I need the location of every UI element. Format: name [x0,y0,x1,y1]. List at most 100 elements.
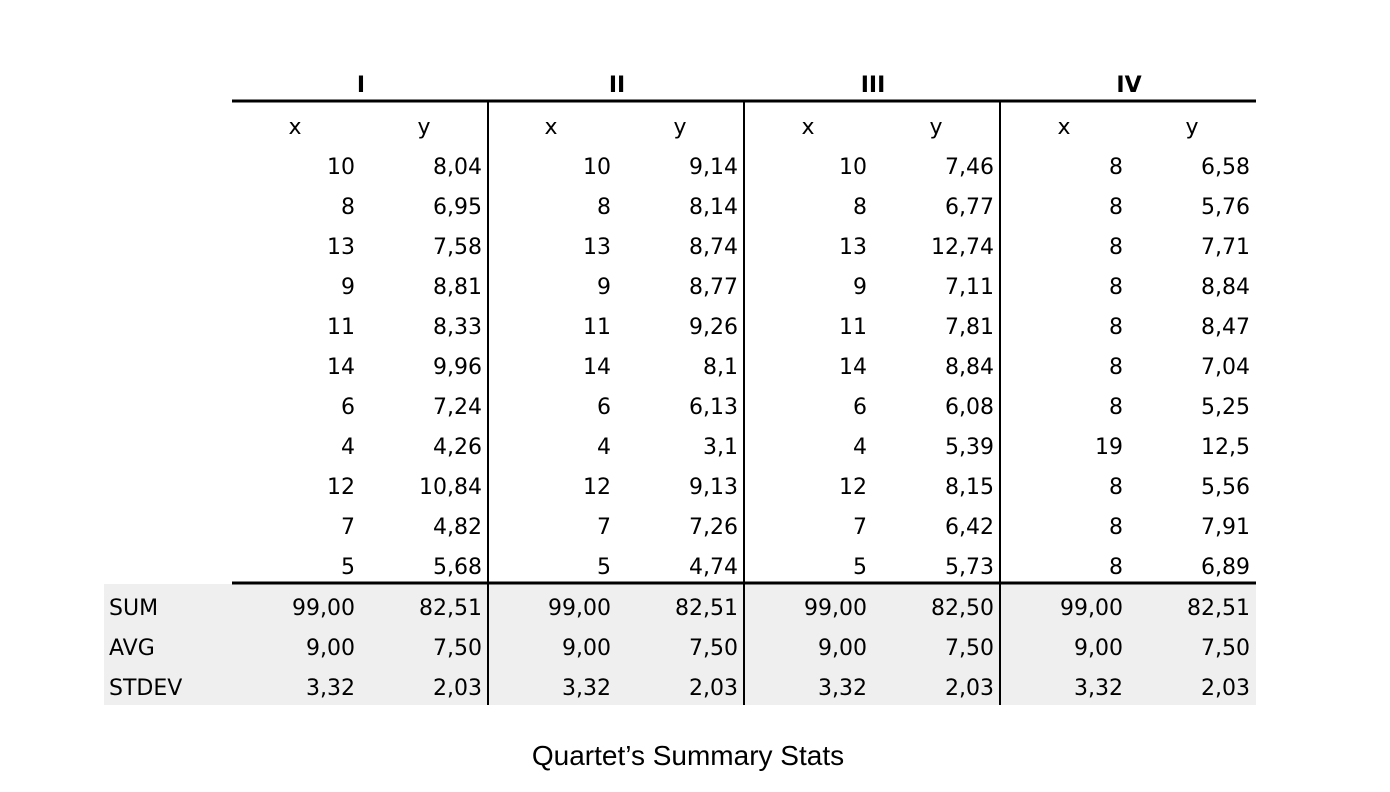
group-header: I [357,73,365,98]
cell-y: 6,95 [433,195,482,220]
cell-y: 7,46 [945,155,994,180]
stat-x: 99,00 [1060,596,1123,621]
cell-y: 6,77 [945,195,994,220]
cell-x: 14 [327,355,355,380]
cell-y: 6,89 [1201,555,1250,580]
table-row: 7 4,82 7 7,26 7 6,42 8 7,91 [341,515,1250,540]
stat-x: 99,00 [292,596,355,621]
stat-y: 82,51 [1187,596,1250,621]
stat-x: 9,00 [562,636,611,661]
table-row: 11 8,33 11 9,26 11 7,81 8 8,47 [327,315,1250,340]
table-row: 6 7,24 6 6,13 6 6,08 8 5,25 [341,395,1250,420]
cell-x: 8 [1109,155,1123,180]
cell-y: 6,08 [945,395,994,420]
cell-x: 4 [853,435,867,460]
group-header: IV [1116,73,1141,98]
cell-y: 10,84 [419,475,482,500]
cell-x: 8 [1109,315,1123,340]
stats-row: STDEV 3,32 2,03 3,32 2,03 3,32 2,03 3,32 2,03 [109,676,1250,701]
stat-x: 3,32 [562,676,611,701]
cell-y: 8,14 [689,195,738,220]
subheader-y: y [417,115,430,140]
cell-x: 8 [597,195,611,220]
stats-label: SUM [109,596,158,621]
cell-x: 8 [341,195,355,220]
cell-x: 14 [839,355,867,380]
cell-x: 6 [597,395,611,420]
cell-y: 4,26 [433,435,482,460]
stat-y: 2,03 [945,676,994,701]
cell-y: 8,84 [945,355,994,380]
cell-x: 9 [597,275,611,300]
cell-x: 7 [597,515,611,540]
cell-y: 6,42 [945,515,994,540]
cell-x: 13 [583,235,611,260]
cell-y: 5,68 [433,555,482,580]
cell-x: 8 [1109,235,1123,260]
cell-y: 7,71 [1201,235,1250,260]
stats-rows: SUM 99,00 82,51 99,00 82,51 99,00 82,50 99,00 82… [109,596,1250,701]
table-row: 10 8,04 10 9,14 10 7,46 8 6,58 [327,155,1250,180]
group-header: II [609,73,625,98]
cell-x: 5 [853,555,867,580]
stats-label: AVG [109,636,155,661]
cell-y: 9,14 [689,155,738,180]
cell-y: 8,1 [703,355,738,380]
cell-x: 8 [1109,515,1123,540]
cell-x: 10 [839,155,867,180]
stat-x: 9,00 [1074,636,1123,661]
cell-x: 11 [839,315,867,340]
stat-x: 99,00 [548,596,611,621]
cell-x: 14 [583,355,611,380]
cell-x: 8 [1109,555,1123,580]
cell-y: 8,47 [1201,315,1250,340]
cell-x: 7 [853,515,867,540]
cell-y: 9,13 [689,475,738,500]
stat-x: 3,32 [306,676,355,701]
stats-background [104,584,1256,705]
cell-y: 4,82 [433,515,482,540]
subheader-x: x [801,115,814,140]
subheader-x: x [1057,115,1070,140]
cell-y: 9,96 [433,355,482,380]
subheader-y: y [929,115,942,140]
stat-x: 3,32 [1074,676,1123,701]
cell-y: 6,13 [689,395,738,420]
table-rules [232,99,1256,705]
cell-y: 5,73 [945,555,994,580]
table-row: 9 8,81 9 8,77 9 7,11 8 8,84 [341,275,1250,300]
cell-y: 7,11 [945,275,994,300]
cell-x: 12 [583,475,611,500]
stat-y: 2,03 [1201,676,1250,701]
subheader-y: y [673,115,686,140]
cell-y: 8,04 [433,155,482,180]
cell-y: 12,5 [1201,435,1250,460]
group-headers: I II III IV [357,73,1142,98]
cell-x: 10 [327,155,355,180]
subheader-x: x [544,115,557,140]
cell-y: 7,91 [1201,515,1250,540]
group-header: III [861,73,886,98]
cell-x: 8 [1109,275,1123,300]
cell-y: 8,81 [433,275,482,300]
cell-x: 12 [839,475,867,500]
stat-y: 7,50 [945,636,994,661]
cell-y: 8,15 [945,475,994,500]
table-caption: Quartet’s Summary Stats [532,740,844,771]
cell-x: 19 [1095,435,1123,460]
cell-y: 8,33 [433,315,482,340]
cell-x: 4 [597,435,611,460]
stats-label: STDEV [109,676,182,701]
cell-x: 6 [341,395,355,420]
stat-y: 2,03 [433,676,482,701]
subheader-x: x [288,115,301,140]
stat-x: 9,00 [818,636,867,661]
cell-y: 4,74 [689,555,738,580]
table-row: 5 5,68 5 4,74 5 5,73 8 6,89 [341,555,1250,580]
stat-y: 7,50 [433,636,482,661]
cell-x: 13 [327,235,355,260]
stats-row: AVG 9,00 7,50 9,00 7,50 9,00 7,50 9,00 7,50 [109,636,1250,661]
cell-x: 8 [1109,395,1123,420]
cell-x: 4 [341,435,355,460]
